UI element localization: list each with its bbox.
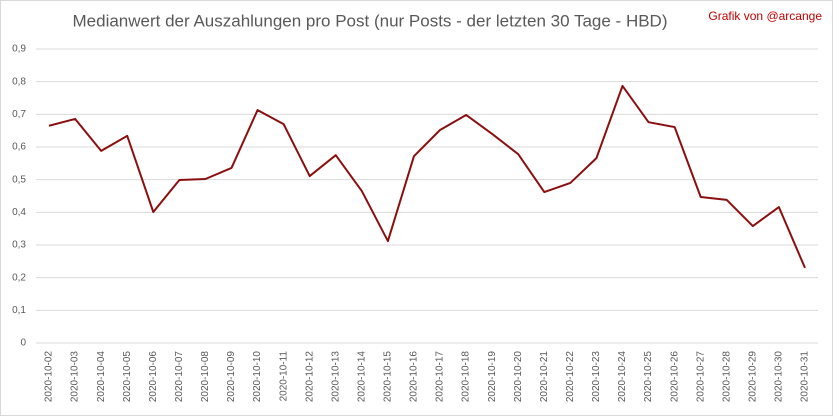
y-tick-label: 0,8 [12, 76, 26, 87]
x-tick-label: 2020-10-19 [487, 351, 498, 403]
y-tick-label: 0 [20, 338, 26, 349]
line [48, 84, 806, 269]
x-tick-label: 2020-10-06 [148, 351, 159, 403]
x-tick-label: 2020-10-08 [200, 351, 211, 403]
y-tick-label: 0,3 [12, 240, 26, 251]
x-tick-label: 2020-10-24 [617, 351, 628, 403]
x-tick-label: 2020-10-10 [252, 351, 263, 403]
x-tick-label: 2020-10-05 [122, 351, 133, 403]
chart-title: Medianwert der Auszahlungen pro Post (nu… [73, 11, 668, 30]
x-tick-label: 2020-10-26 [669, 351, 680, 403]
x-tick-label: 2020-10-21 [539, 351, 550, 403]
x-tick-label: 2020-10-16 [409, 351, 420, 403]
y-tick-label: 0,6 [12, 142, 26, 153]
x-tick-label: 2020-10-11 [278, 351, 289, 402]
x-tick-label: 2020-10-22 [565, 351, 576, 403]
x-tick-label: 2020-10-12 [304, 351, 315, 403]
x-tick-label: 2020-10-04 [96, 351, 107, 403]
y-tick-label: 0,1 [12, 305, 26, 316]
x-tick-label: 2020-10-03 [70, 351, 81, 403]
x-tick-label: 2020-10-27 [695, 351, 706, 403]
annotation: Grafik von @arcange [708, 9, 822, 23]
y-tick-label: 0,9 [12, 44, 26, 55]
x-tick-label: 2020-10-02 [44, 351, 55, 403]
x-tick-label: 2020-10-28 [721, 351, 732, 403]
x-tick-label: 2020-10-15 [383, 351, 394, 403]
y-tick-label: 0,4 [12, 207, 26, 218]
x-tick-label: 2020-10-25 [643, 351, 654, 403]
y-tick-label: 0,2 [12, 272, 26, 283]
x-tick-label: 2020-10-30 [774, 351, 785, 403]
x-tick-label: 2020-10-09 [226, 351, 237, 403]
x-tick-label: 2020-10-31 [800, 351, 811, 403]
y-tick-label: 0,5 [12, 174, 26, 185]
x-tick-label: 2020-10-07 [174, 351, 185, 403]
x-tick-label: 2020-10-18 [461, 351, 472, 403]
x-tick-label: 2020-10-13 [330, 351, 341, 403]
x-tick-label: 2020-10-29 [747, 351, 758, 403]
x-tick-label: 2020-10-23 [591, 351, 602, 403]
x-tick-label: 2020-10-17 [435, 351, 446, 403]
y-tick-label: 0,7 [12, 109, 26, 120]
x-tick-label: 2020-10-20 [513, 351, 524, 403]
x-tick-label: 2020-10-14 [356, 351, 367, 403]
